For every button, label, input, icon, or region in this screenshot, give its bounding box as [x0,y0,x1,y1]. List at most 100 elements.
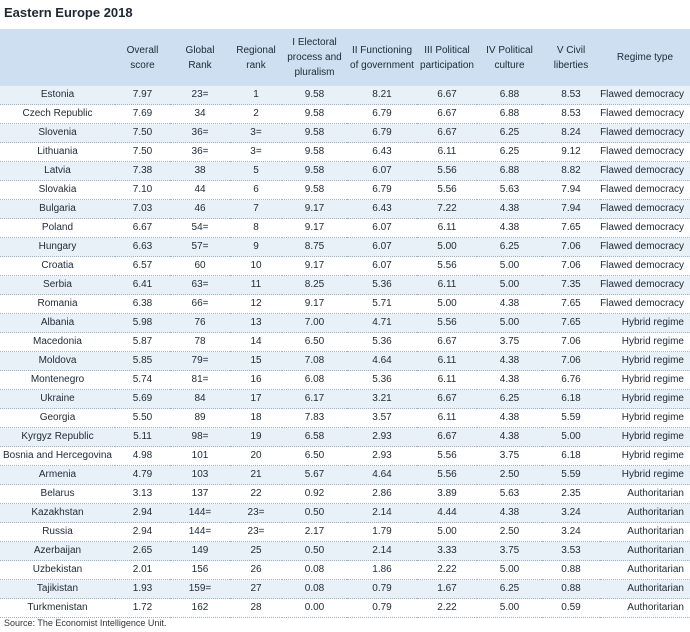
table-cell: 3.89 [417,484,477,504]
table-cell: 1 [230,86,282,105]
table-cell: Authoritarian [600,503,690,523]
country-cell: Azerbaijan [0,541,115,561]
table-row: Russia 2.94 144= 23= 2.17 1.79 5.00 2.50 3.24 Aut… [0,522,690,542]
table-cell: 6.67 [417,104,477,124]
table-cell: Flawed democracy [600,180,690,200]
table-cell: 5.50 [115,408,170,428]
column-header: Regional rank [230,29,282,86]
column-header: Regime type [600,29,690,86]
table-cell: 79= [170,351,230,371]
table-row: Armenia 4.79 103 21 5.67 4.64 5.56 2.50 5.59 Hybr… [0,465,690,485]
table-cell: 6 [230,180,282,200]
table-cell: 1.72 [115,598,170,618]
table-cell: 2.22 [417,598,477,618]
table-cell: 6.67 [417,123,477,143]
table-cell: 7.08 [282,351,347,371]
table-cell: 6.11 [417,218,477,238]
table-cell: 5.00 [477,598,542,618]
table-row: Macedonia 5.87 78 14 6.50 5.36 6.67 3.75 7.06 Hyb… [0,332,690,352]
table-cell: 3= [230,123,282,143]
table-cell: 4.38 [477,294,542,314]
table-cell: 1.86 [347,560,417,580]
table-cell: 7.94 [542,180,600,200]
table-cell: 5.00 [477,256,542,276]
table-cell: 4.64 [347,465,417,485]
table-cell: 81= [170,370,230,390]
table-cell: 6.11 [417,351,477,371]
source-note: Source: The Economist Intelligence Unit. [4,618,167,628]
table-cell: 0.92 [282,484,347,504]
table: Overall score Global Rank Regional rank I Elec… [0,29,690,618]
table-row: Kazakhstan 2.94 144= 23= 0.50 2.14 4.44 4.38 3.2… [0,503,690,523]
table-row: Slovenia 7.50 36= 3= 9.58 6.79 6.67 6.25 8.24 Fla… [0,123,690,143]
table-cell: 3.53 [542,541,600,561]
country-cell: Montenegro [0,370,115,390]
table-cell: 6.18 [542,446,600,466]
table-cell: 11 [230,275,282,295]
table-cell: 6.88 [477,161,542,181]
table-cell: 23= [230,503,282,523]
table-cell: 6.25 [477,579,542,599]
table-cell: 17 [230,389,282,409]
table-cell: 6.58 [282,427,347,447]
table-cell: 15 [230,351,282,371]
table-cell: 5.36 [347,275,417,295]
table-cell: 3.33 [417,541,477,561]
table-cell: 6.25 [477,389,542,409]
table-cell: 6.25 [477,123,542,143]
table-cell: 7.65 [542,294,600,314]
table-cell: Flawed democracy [600,123,690,143]
table-cell: 7.00 [282,313,347,333]
table-cell: 21 [230,465,282,485]
table-cell: 54= [170,218,230,238]
header-line: I Electoral [292,37,337,48]
table-cell: 25 [230,541,282,561]
table-row: Romania 6.38 66= 12 9.17 5.71 5.00 4.38 7.65 Flaw… [0,294,690,314]
table-cell: 9.17 [282,294,347,314]
table-cell: 5.56 [417,180,477,200]
table-cell: 137 [170,484,230,504]
table-cell: 3.75 [477,332,542,352]
country-cell: Turkmenistan [0,598,115,618]
table-cell: 3.24 [542,522,600,542]
country-cell: Slovenia [0,123,115,143]
table-cell: 2.65 [115,541,170,561]
header-line: of government [350,59,414,71]
table-cell: 26 [230,560,282,580]
table-cell: 8.25 [282,275,347,295]
table-cell: 9.58 [282,161,347,181]
table-cell: 5.56 [417,465,477,485]
header-line: Regional [236,44,276,56]
table-cell: 6.76 [542,370,600,390]
table-cell: 0.88 [542,579,600,599]
table-cell: 9.58 [282,180,347,200]
table-cell: 2.94 [115,503,170,523]
table-cell: Hybrid regime [600,408,690,428]
table-cell: 6.57 [115,256,170,276]
table-row: Latvia 7.38 38 5 9.58 6.07 5.56 6.88 8.82 Flawed … [0,161,690,181]
table-cell: 8.53 [542,104,600,124]
table-cell: 5.36 [347,332,417,352]
country-cell: Slovakia [0,180,115,200]
country-cell: Albania [0,313,115,333]
country-cell: Bosnia and Hercegovina [0,446,115,466]
table-cell: 5.63 [477,484,542,504]
table-cell: 7.65 [542,218,600,238]
table-cell: 3.21 [347,389,417,409]
header-line: Regime type [616,52,674,63]
table-cell: 5.56 [417,446,477,466]
table-cell: 16 [230,370,282,390]
country-cell: Latvia [0,161,115,181]
table-cell: 6.79 [347,180,417,200]
country-cell: Uzbekistan [0,560,115,580]
table-cell: 8.82 [542,161,600,181]
table-cell: 4.64 [347,351,417,371]
table-cell: 5.00 [477,560,542,580]
header-line: II Functioning [351,44,413,56]
table-cell: 5.67 [282,465,347,485]
table-cell: 9.58 [282,86,347,105]
table-cell: 6.43 [347,142,417,162]
header-line: III Political [424,44,470,56]
column-header [0,29,115,86]
table-cell: 2.17 [282,522,347,542]
